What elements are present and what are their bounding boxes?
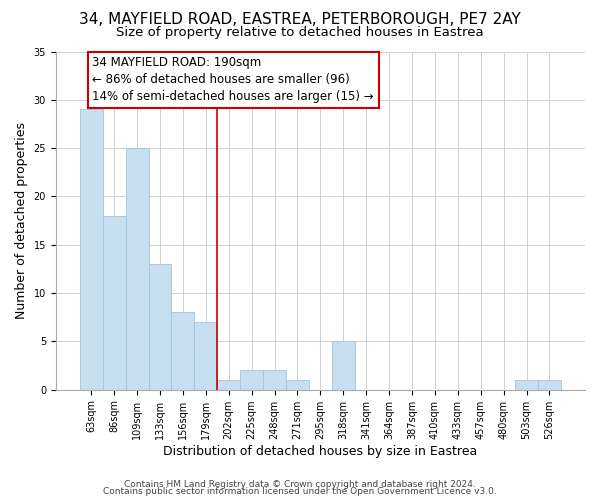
X-axis label: Distribution of detached houses by size in Eastrea: Distribution of detached houses by size … <box>163 444 478 458</box>
Bar <box>332 342 355 390</box>
Bar <box>286 380 309 390</box>
Bar <box>80 110 103 390</box>
Bar <box>172 312 194 390</box>
Text: 34 MAYFIELD ROAD: 190sqm
← 86% of detached houses are smaller (96)
14% of semi-d: 34 MAYFIELD ROAD: 190sqm ← 86% of detach… <box>92 56 374 104</box>
Text: 34, MAYFIELD ROAD, EASTREA, PETERBOROUGH, PE7 2AY: 34, MAYFIELD ROAD, EASTREA, PETERBOROUGH… <box>79 12 521 28</box>
Bar <box>103 216 125 390</box>
Text: Contains public sector information licensed under the Open Government Licence v3: Contains public sector information licen… <box>103 488 497 496</box>
Bar <box>194 322 217 390</box>
Bar <box>240 370 263 390</box>
Bar <box>149 264 172 390</box>
Bar <box>538 380 561 390</box>
Bar <box>217 380 240 390</box>
Text: Size of property relative to detached houses in Eastrea: Size of property relative to detached ho… <box>116 26 484 39</box>
Bar <box>125 148 149 390</box>
Bar <box>263 370 286 390</box>
Bar <box>515 380 538 390</box>
Text: Contains HM Land Registry data © Crown copyright and database right 2024.: Contains HM Land Registry data © Crown c… <box>124 480 476 489</box>
Y-axis label: Number of detached properties: Number of detached properties <box>15 122 28 319</box>
